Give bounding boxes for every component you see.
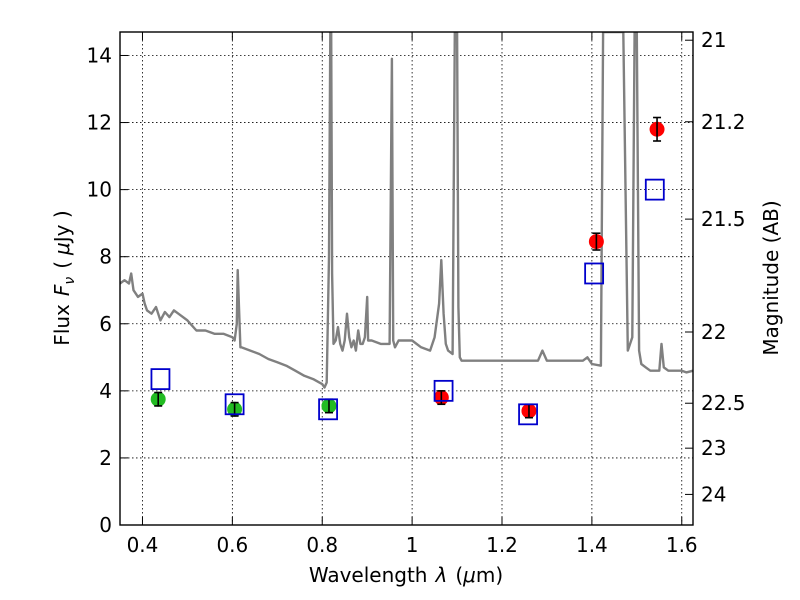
y-tick-label: 14: [87, 43, 112, 67]
model-square-marker: [150, 368, 171, 391]
y2-tick-label: 24: [701, 482, 726, 506]
y-tick-label: 4: [99, 379, 112, 403]
y-tick-label: 2: [99, 446, 112, 470]
photometry-points: [150, 116, 665, 426]
x-tick-label: 1.2: [486, 533, 518, 557]
x-tick-label: 1.6: [666, 533, 698, 557]
y2-tick-label: 23: [701, 436, 726, 460]
y-tick-label: 6: [99, 312, 112, 336]
y-axis-label: FluxFν(μJy ): [50, 210, 78, 345]
plot-frame: [119, 31, 694, 526]
model-square-marker: [584, 262, 605, 285]
model-spectrum-line: [120, 32, 693, 389]
y-tick-label: 0: [99, 513, 112, 537]
x-tick-label: 0.8: [306, 533, 338, 557]
y2-tick-label: 21.5: [701, 207, 746, 231]
x-tick-label: 1: [406, 533, 419, 557]
x-axis-label: Wavelength λ (μm): [309, 563, 503, 587]
model-square-marker: [224, 393, 245, 416]
y-tick-label: 12: [87, 111, 112, 135]
y-tick-label: 8: [99, 245, 112, 269]
y2-tick-label: 22.5: [701, 391, 746, 415]
model-square-marker: [518, 403, 538, 426]
model-square-marker: [433, 379, 454, 402]
model-square-marker: [644, 178, 665, 201]
x-tick-label: 0.4: [127, 533, 159, 557]
y2-tick-label: 21: [701, 28, 726, 52]
model-square-marker: [318, 398, 338, 421]
y2-tick-label: 21.2: [701, 110, 746, 134]
x-tick-label: 0.6: [216, 533, 248, 557]
model-spectrum: [120, 32, 693, 389]
y2-tick-label: 22: [701, 320, 726, 344]
axis-ticks: 0.4 0.6 0.8 1 1.2 1.4 1.6024681012142121.221.5…: [87, 28, 746, 557]
right-axis-label: Magnitude (AB): [759, 200, 783, 355]
y-tick-label: 10: [87, 178, 112, 202]
x-tick-label: 1.4: [576, 533, 608, 557]
